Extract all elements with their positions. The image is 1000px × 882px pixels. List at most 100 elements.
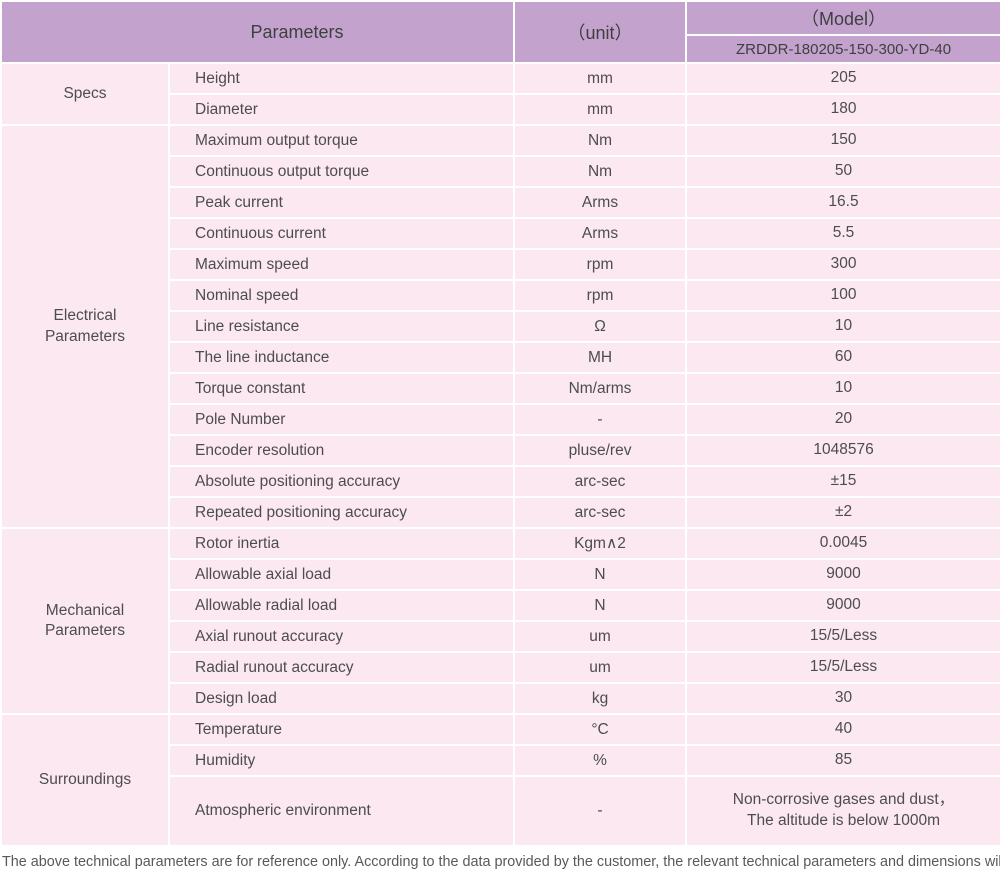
parameter-name: Rotor inertia [167, 527, 516, 560]
value-line: The altitude is below 1000m [747, 812, 941, 829]
table-row: Maximum speed rpm 300 [1, 248, 1000, 281]
parameter-value: 10 [685, 310, 1000, 343]
unit-value: Nm/arms [513, 372, 688, 405]
parameter-name: Allowable radial load [167, 589, 516, 622]
table-body: Specs Height mm 205 Diameter mm 180 Electrical … [0, 62, 1000, 847]
parameter-value: 20 [685, 403, 1000, 436]
parameter-name: Line resistance [167, 310, 516, 343]
parameter-name: Humidity [167, 744, 516, 777]
parameter-value: 5.5 [685, 217, 1000, 250]
header-model-row: ZRDDR-180205-150-300-YD-40 [1, 34, 1000, 64]
parameter-value: 10 [685, 372, 1000, 405]
parameter-name: Encoder resolution [167, 434, 516, 467]
section-label: Specs [0, 62, 170, 126]
parameter-value: 100 [685, 279, 1000, 312]
parameter-name: Absolute positioning accuracy [167, 465, 516, 498]
unit-value: rpm [513, 248, 688, 281]
header-unit: （unit） [513, 0, 688, 64]
unit-value: % [513, 744, 688, 777]
parameter-name: Height [167, 62, 516, 95]
parameter-value: Non-corrosive gases and dust， The altitud… [685, 775, 1000, 847]
table-row: Continuous current Arms 5.5 [1, 217, 1000, 250]
parameter-value: 15/5/Less [685, 620, 1000, 653]
parameter-value: 85 [685, 744, 1000, 777]
unit-value: N [513, 558, 688, 591]
parameter-name: Axial runout accuracy [167, 620, 516, 653]
table-row: Peak current Arms 16.5 [1, 186, 1000, 219]
section-label: Mechanical Parameters [0, 527, 170, 715]
parameter-value: 15/5/Less [685, 651, 1000, 684]
parameter-value: 60 [685, 341, 1000, 374]
parameter-value: 40 [685, 713, 1000, 746]
table-row: Design load kg 30 [1, 682, 1000, 715]
parameter-value: 0.0045 [685, 527, 1000, 560]
unit-value: N [513, 589, 688, 622]
parameter-name: Radial runout accuracy [167, 651, 516, 684]
table-row: Electrical Parameters Maximum output torq… [0, 124, 1000, 529]
header-parameters: Parameters [0, 0, 516, 64]
parameter-value: 150 [685, 124, 1000, 157]
table-row: Allowable radial load N 9000 [1, 589, 1000, 622]
parameter-name: Maximum output torque [167, 124, 516, 157]
section-label: Electrical Parameters [0, 124, 170, 529]
parameter-name: Repeated positioning accuracy [167, 496, 516, 529]
parameter-name: Continuous output torque [167, 155, 516, 188]
parameter-name: Nominal speed [167, 279, 516, 312]
table-row: Absolute positioning accuracy arc-sec ±15 [1, 465, 1000, 498]
parameter-name: Pole Number [167, 403, 516, 436]
parameter-value: 16.5 [685, 186, 1000, 219]
section-label: Surroundings [0, 713, 170, 847]
parameter-value: 180 [685, 93, 1000, 126]
parameter-name: Diameter [167, 93, 516, 126]
unit-value: Nm [513, 124, 688, 157]
unit-value: Ω [513, 310, 688, 343]
parameter-name: Allowable axial load [167, 558, 516, 591]
unit-value: Nm [513, 155, 688, 188]
parameter-value: 205 [685, 62, 1000, 95]
unit-value: Arms [513, 186, 688, 219]
table-row: Continuous output torque Nm 50 [1, 155, 1000, 188]
table-row: Surroundings Temperature °C 40 [0, 713, 1000, 847]
unit-value: Arms [513, 217, 688, 250]
parameter-name: Peak current [167, 186, 516, 219]
parameter-value: 9000 [685, 589, 1000, 622]
unit-value: - [513, 403, 688, 436]
unit-value: um [513, 620, 688, 653]
unit-value: °C [513, 713, 688, 746]
unit-value: arc-sec [513, 496, 688, 529]
parameter-value: 1048576 [685, 434, 1000, 467]
table-row: Axial runout accuracy um 15/5/Less [1, 620, 1000, 653]
parameter-name: Continuous current [167, 217, 516, 250]
parameter-value: 9000 [685, 558, 1000, 591]
unit-value: - [513, 775, 688, 847]
header-model-number: ZRDDR-180205-150-300-YD-40 [685, 34, 1000, 64]
table-row: Humidity% 85 [1, 744, 1000, 777]
unit-value: kg [513, 682, 688, 715]
unit-value: mm [513, 62, 688, 95]
unit-value: arc-sec [513, 465, 688, 498]
table-row: Diameter mm 180 [1, 93, 1000, 126]
unit-value: pluse/rev [513, 434, 688, 467]
table-row: Nominal speed rpm 100 [1, 279, 1000, 312]
parameter-name: The line inductance [167, 341, 516, 374]
table-header: Parameters （unit） （Model） ZRDDR-180205-1… [0, 0, 1000, 64]
table-row: Line resistance Ω 10 [1, 310, 1000, 343]
parameter-value: 50 [685, 155, 1000, 188]
table-row: Allowable axial load N 9000 [1, 558, 1000, 591]
unit-value: MH [513, 341, 688, 374]
header-row: Parameters （unit） （Model） [0, 0, 1000, 64]
parameter-value: ±2 [685, 496, 1000, 529]
parameters-table: Parameters （unit） （Model） ZRDDR-180205-1… [0, 0, 1000, 847]
table-row: Radial runout accuracy um 15/5/Less [1, 651, 1000, 684]
parameter-name: Torque constant [167, 372, 516, 405]
parameter-value: ±15 [685, 465, 1000, 498]
table-row: Mechanical Parameters Rotor inertia Kgm∧2 0… [0, 527, 1000, 715]
table-row: Encoder resolution pluse/rev 1048576 [1, 434, 1000, 467]
table-row: Repeated positioning accuracy arc-sec ±2 [1, 496, 1000, 529]
header-model: （Model） [685, 0, 1000, 36]
parameter-name: Atmospheric environment [167, 775, 516, 847]
parameter-value: 30 [685, 682, 1000, 715]
parameter-value: 300 [685, 248, 1000, 281]
table-row: Pole Number -20 [1, 403, 1000, 436]
